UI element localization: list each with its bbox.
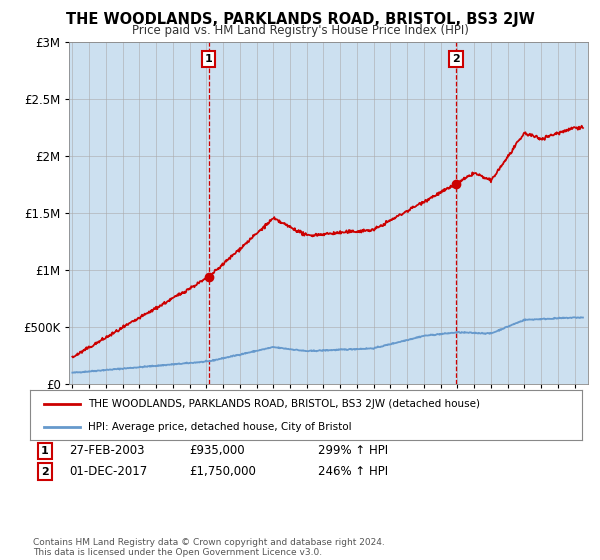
Text: 2: 2 — [452, 54, 460, 64]
Text: 299% ↑ HPI: 299% ↑ HPI — [318, 444, 388, 458]
Text: 1: 1 — [41, 446, 49, 456]
Text: 01-DEC-2017: 01-DEC-2017 — [69, 465, 147, 478]
Text: Contains HM Land Registry data © Crown copyright and database right 2024.
This d: Contains HM Land Registry data © Crown c… — [33, 538, 385, 557]
Text: 27-FEB-2003: 27-FEB-2003 — [69, 444, 145, 458]
Text: £935,000: £935,000 — [189, 444, 245, 458]
Text: THE WOODLANDS, PARKLANDS ROAD, BRISTOL, BS3 2JW (detached house): THE WOODLANDS, PARKLANDS ROAD, BRISTOL, … — [88, 399, 480, 409]
Text: HPI: Average price, detached house, City of Bristol: HPI: Average price, detached house, City… — [88, 422, 352, 432]
Text: £1,750,000: £1,750,000 — [189, 465, 256, 478]
Text: THE WOODLANDS, PARKLANDS ROAD, BRISTOL, BS3 2JW: THE WOODLANDS, PARKLANDS ROAD, BRISTOL, … — [65, 12, 535, 27]
Text: 246% ↑ HPI: 246% ↑ HPI — [318, 465, 388, 478]
Text: Price paid vs. HM Land Registry's House Price Index (HPI): Price paid vs. HM Land Registry's House … — [131, 24, 469, 37]
Text: 1: 1 — [205, 54, 212, 64]
Text: 2: 2 — [41, 466, 49, 477]
